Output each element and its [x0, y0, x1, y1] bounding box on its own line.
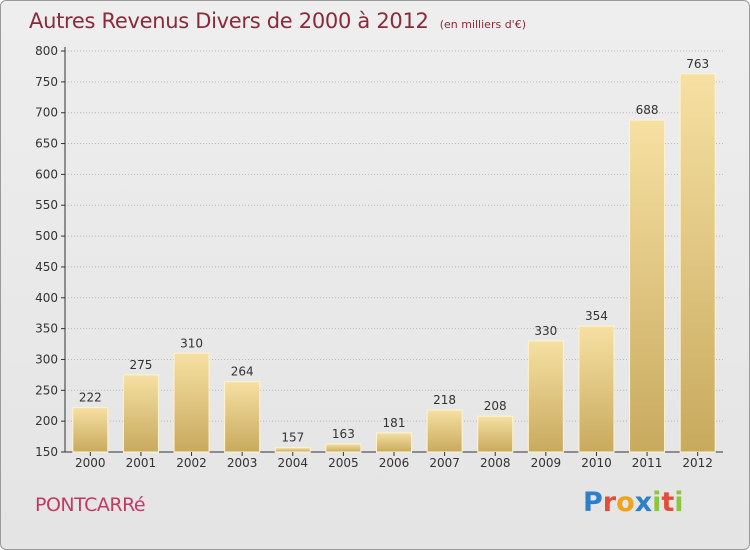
- chart-title-block: Autres Revenus Divers de 2000 à 2012 (en…: [29, 9, 526, 33]
- y-tick-label: 450: [35, 260, 58, 274]
- bar: [477, 415, 514, 453]
- bar: [679, 73, 716, 453]
- data-label: 310: [180, 336, 203, 350]
- bar: [122, 374, 159, 453]
- logo-letter: i: [674, 487, 684, 518]
- bar: [376, 432, 412, 453]
- data-label: 330: [534, 324, 557, 338]
- y-tick-label: 700: [35, 106, 58, 120]
- data-label: 222: [79, 391, 102, 405]
- y-tick-label: 500: [35, 229, 58, 243]
- x-tick-label: 2009: [531, 456, 562, 470]
- y-tick-label: 150: [35, 445, 58, 459]
- data-label: 181: [383, 416, 406, 430]
- bar: [325, 443, 362, 453]
- y-tick-label: 550: [35, 198, 58, 212]
- bar: [224, 381, 261, 453]
- bar: [527, 340, 564, 453]
- bar: [72, 407, 109, 453]
- y-tick-label: 300: [35, 352, 58, 366]
- data-label: 763: [686, 57, 709, 71]
- x-tick-label: 2008: [480, 456, 511, 470]
- y-tick-label: 250: [35, 383, 58, 397]
- data-label: 157: [281, 431, 304, 445]
- x-tick-label: 2012: [682, 456, 713, 470]
- proxiti-logo: Proxiti: [583, 487, 684, 518]
- chart-title: Autres Revenus Divers de 2000 à 2012: [29, 9, 429, 33]
- y-tick-label: 600: [35, 167, 58, 181]
- logo-letter: P: [583, 487, 603, 518]
- x-tick-label: 2000: [75, 456, 106, 470]
- data-label: 163: [332, 427, 355, 441]
- place-name: PONTCARRé: [35, 494, 146, 516]
- logo-letter: r: [602, 487, 617, 518]
- y-tick-label: 400: [35, 291, 58, 305]
- bar: [173, 352, 210, 453]
- y-tick-label: 750: [35, 75, 58, 89]
- y-tick-label: 350: [35, 322, 58, 336]
- bar: [426, 409, 463, 453]
- bar: [274, 447, 311, 453]
- x-tick-label: 2011: [632, 456, 663, 470]
- bar: [629, 119, 666, 453]
- logo-letter: i: [652, 487, 662, 518]
- x-tick-label: 2002: [176, 456, 207, 470]
- x-tick-label: 2004: [277, 456, 308, 470]
- x-tick-label: 2003: [227, 456, 258, 470]
- y-tick-label: 200: [35, 414, 58, 428]
- x-tick-label: 2005: [328, 456, 359, 470]
- y-tick-label: 800: [35, 44, 58, 58]
- data-label: 275: [129, 358, 152, 372]
- logo-letter: x: [634, 487, 653, 518]
- data-label: 208: [484, 399, 507, 413]
- bar: [578, 325, 615, 453]
- data-label: 218: [433, 393, 456, 407]
- x-tick-label: 2006: [379, 456, 410, 470]
- x-tick-label: 2007: [429, 456, 460, 470]
- chart-subtitle: (en milliers d'€): [439, 18, 526, 31]
- data-label: 264: [231, 365, 254, 379]
- x-tick-label: 2001: [126, 456, 157, 470]
- data-label: 688: [636, 103, 659, 117]
- x-tick-label: 2010: [581, 456, 612, 470]
- logo-letter: t: [661, 487, 675, 518]
- data-label: 354: [585, 309, 608, 323]
- logo-letter: o: [616, 487, 635, 518]
- y-tick-label: 650: [35, 137, 58, 151]
